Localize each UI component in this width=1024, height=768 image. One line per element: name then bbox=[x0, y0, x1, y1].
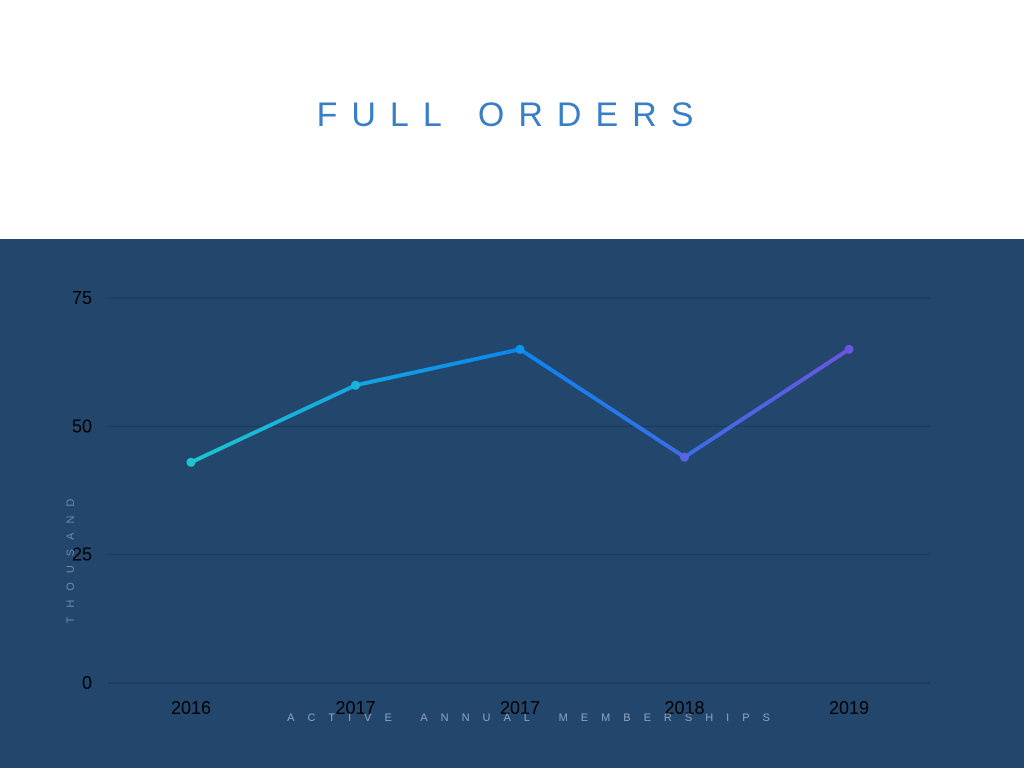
x-tick-label: 2019 bbox=[829, 698, 869, 718]
data-point bbox=[844, 344, 854, 354]
x-tick-label: 2016 bbox=[171, 698, 211, 718]
series-line bbox=[189, 347, 851, 465]
y-axis-label: THOUSAND bbox=[65, 490, 77, 624]
y-tick-label: 75 bbox=[72, 288, 92, 308]
x-axis-label: ACTIVE ANNUAL MEMBERSHIPS bbox=[287, 712, 783, 724]
grid-lines bbox=[108, 297, 930, 684]
y-tick-label: 25 bbox=[72, 545, 92, 565]
y-tick-label: 0 bbox=[82, 673, 92, 693]
series-layer bbox=[186, 344, 854, 467]
data-point bbox=[186, 457, 196, 467]
data-point bbox=[351, 380, 360, 390]
chart-panel: 0 25 50 75 2016 2017 2017 2018 2019 THOUSAND AC… bbox=[0, 239, 1024, 768]
y-tick-label: 50 bbox=[72, 416, 92, 436]
x-tick-label: 2017 bbox=[500, 698, 540, 718]
page-title: FULL ORDERS bbox=[316, 96, 708, 134]
x-tick-label: 2017 bbox=[335, 698, 375, 718]
data-point bbox=[515, 344, 525, 354]
x-axis-ticks: 2016 2017 2017 2018 2019 bbox=[171, 698, 869, 718]
y-axis-ticks: 0 25 50 75 bbox=[72, 288, 92, 693]
data-point bbox=[680, 452, 689, 462]
line-chart: 0 25 50 75 2016 2017 2017 2018 2019 THOUSAND AC… bbox=[65, 288, 930, 724]
x-tick-label: 2018 bbox=[664, 698, 704, 718]
